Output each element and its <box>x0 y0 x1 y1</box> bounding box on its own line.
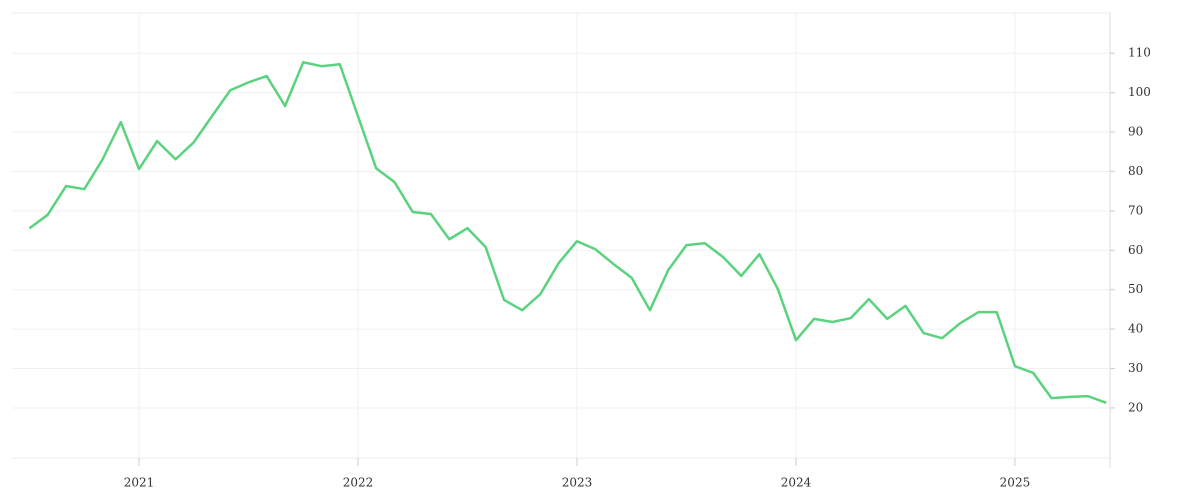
y-tick-label: 80 <box>1128 164 1143 178</box>
y-tick-label: 20 <box>1128 400 1143 414</box>
y-tick-label: 50 <box>1128 282 1143 296</box>
y-tick-label: 40 <box>1128 322 1143 336</box>
x-tick-label: 2024 <box>781 476 812 490</box>
y-tick-label: 110 <box>1128 46 1151 60</box>
x-tick-label: 2022 <box>343 476 374 490</box>
y-tick-label: 100 <box>1128 85 1151 99</box>
line <box>28 61 1107 404</box>
y-tick-label: 70 <box>1128 203 1143 217</box>
y-tick-label: 60 <box>1128 243 1143 257</box>
x-tick-label: 2025 <box>1000 476 1031 490</box>
x-tick-label: 2023 <box>562 476 593 490</box>
y-tick-label: 30 <box>1128 361 1143 375</box>
x-tick-label: 2021 <box>124 476 155 490</box>
y-tick-label: 90 <box>1128 125 1143 139</box>
